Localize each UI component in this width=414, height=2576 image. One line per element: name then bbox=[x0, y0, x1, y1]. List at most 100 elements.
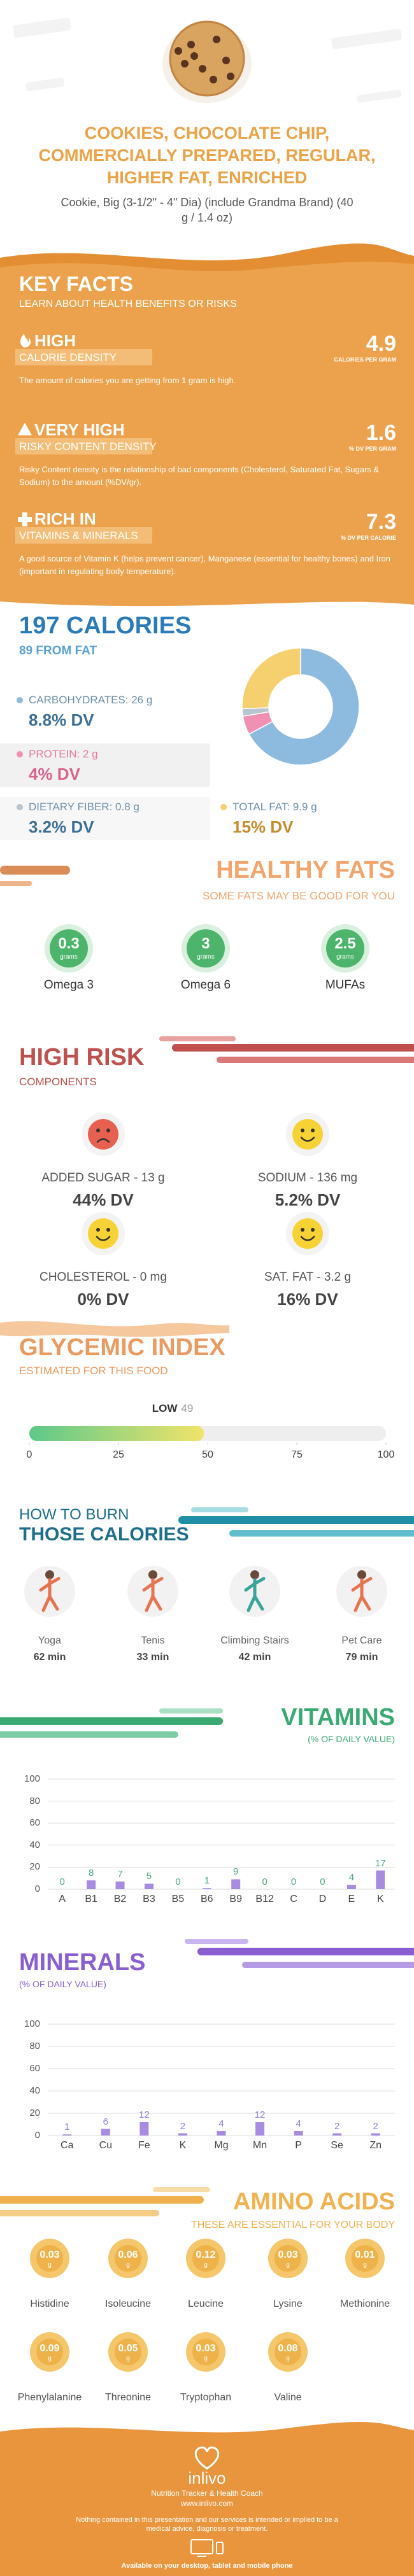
x-tick-label: B6 bbox=[200, 1894, 213, 1904]
gauge-value: 49 bbox=[181, 1402, 194, 1414]
decor-stripe bbox=[0, 1731, 178, 1738]
section-title: GLYCEMIC INDEX bbox=[19, 1334, 225, 1361]
fact-level: HIGH bbox=[34, 331, 76, 350]
value-label: 0 bbox=[262, 1876, 268, 1887]
decor-stripe bbox=[0, 2210, 159, 2216]
face bbox=[88, 1218, 118, 1249]
decor-stripe bbox=[0, 866, 70, 875]
x-tick-label: B2 bbox=[113, 1894, 127, 1904]
x-tick-label: 50 bbox=[202, 1449, 213, 1460]
chocolate-chip bbox=[227, 73, 234, 80]
y-tick-label: 20 bbox=[29, 1861, 40, 1873]
value-label: 4 bbox=[218, 2118, 224, 2129]
bar bbox=[87, 1880, 96, 1889]
section-title: HEALTHY FATS bbox=[216, 857, 395, 883]
amino-name: Leucine bbox=[187, 2298, 224, 2309]
value-label: 2 bbox=[334, 2120, 340, 2132]
value-label: 0 bbox=[175, 1876, 181, 1887]
value-label: 8 bbox=[88, 1868, 94, 1879]
chocolate-chip bbox=[210, 76, 217, 83]
macro-label: TOTAL FAT: 9.9 g bbox=[232, 801, 317, 813]
bar bbox=[101, 2129, 110, 2136]
face-eye bbox=[96, 1228, 100, 1232]
legend-dot bbox=[17, 804, 23, 810]
amino-value: 0.03 bbox=[196, 2343, 216, 2354]
face-eye bbox=[301, 1228, 304, 1232]
fact-name-bg bbox=[15, 349, 152, 365]
fat-circle bbox=[326, 929, 364, 968]
figure-body bbox=[142, 1577, 164, 1612]
value-label: 9 bbox=[233, 1866, 239, 1878]
bar bbox=[144, 1883, 153, 1889]
y-tick-label: 40 bbox=[29, 1839, 40, 1850]
y-tick-label: 40 bbox=[29, 2085, 40, 2096]
value-label: 12 bbox=[254, 2109, 266, 2120]
icon-warning bbox=[18, 423, 32, 435]
bar bbox=[346, 1885, 356, 1889]
face-mouth bbox=[96, 1235, 111, 1241]
fat-value: 3 bbox=[201, 935, 210, 952]
decor-stripe bbox=[178, 1516, 414, 1524]
y-tick-label: 100 bbox=[24, 1773, 40, 1784]
amino-unit: g bbox=[204, 2355, 208, 2362]
activity-name: Pet Care bbox=[341, 1635, 382, 1646]
decor-stripe bbox=[0, 881, 32, 886]
amino-inner bbox=[115, 2339, 141, 2365]
activity-time: 42 min bbox=[238, 1652, 271, 1663]
value-label: 4 bbox=[296, 2118, 301, 2129]
cookie bbox=[169, 20, 245, 97]
y-tick-label: 60 bbox=[29, 1817, 40, 1829]
section-subtitle: THOSE CALORIES bbox=[19, 1524, 189, 1545]
x-tick-label: B9 bbox=[229, 1894, 242, 1904]
section-title: KEY FACTS bbox=[19, 272, 133, 295]
decor-shape bbox=[357, 89, 402, 103]
amino-name: Isoleucine bbox=[104, 2298, 152, 2309]
footer-bg bbox=[0, 2422, 414, 2576]
y-tick-label: 100 bbox=[24, 2018, 40, 2029]
fact-unit: % DV PER GRAM bbox=[348, 446, 396, 452]
x-tick-label: Ca bbox=[61, 2140, 74, 2151]
section-title: VITAMINS bbox=[281, 1704, 395, 1731]
x-tick-label: 75 bbox=[291, 1449, 303, 1460]
activity-name: Climbing Stairs bbox=[220, 1635, 289, 1646]
icon-plus bbox=[18, 512, 32, 526]
section-title: 197 CALORIES bbox=[19, 612, 192, 639]
figure-body bbox=[244, 1577, 266, 1612]
face-mouth bbox=[300, 1136, 315, 1142]
macro-dv: 8.8% DV bbox=[29, 710, 94, 729]
fat-value: 2.5 bbox=[334, 935, 356, 952]
value-label: 7 bbox=[117, 1868, 123, 1880]
chocolate-chip bbox=[190, 52, 198, 60]
fat-circle bbox=[187, 929, 225, 968]
fact-level: VERY HIGH bbox=[34, 420, 125, 439]
decor-stripe bbox=[229, 1530, 414, 1537]
fact-unit: % DV PER CALORIE bbox=[340, 535, 396, 541]
face-eye bbox=[106, 1228, 110, 1232]
x-tick-label: Zn bbox=[369, 2140, 382, 2151]
figure-body bbox=[351, 1577, 373, 1612]
section-subtitle: ESTIMATED FOR THIS FOOD bbox=[19, 1365, 168, 1377]
decor-shape bbox=[331, 29, 402, 50]
bar bbox=[255, 2122, 265, 2136]
bar bbox=[115, 1881, 125, 1889]
value-label: 0 bbox=[290, 1876, 297, 1887]
chocolate-chip bbox=[213, 36, 220, 43]
face-eye bbox=[311, 1228, 315, 1232]
figure-head bbox=[250, 1570, 259, 1579]
amino-inner bbox=[192, 2339, 219, 2365]
amino-unit: g bbox=[204, 2262, 208, 2269]
section-subtitle: LEARN ABOUT HEALTH BENEFITS OR RISKS bbox=[19, 299, 237, 309]
chocolate-chip bbox=[175, 47, 182, 55]
bar bbox=[217, 2131, 226, 2136]
x-tick-label: 25 bbox=[113, 1449, 124, 1460]
disclaimer: Nothing contained in this presentation a… bbox=[76, 2516, 338, 2533]
icon-flame bbox=[20, 334, 31, 348]
y-tick-label: 20 bbox=[29, 2108, 40, 2118]
amino-value: 0.01 bbox=[355, 2249, 375, 2260]
section-subtitle: COMPONENTS bbox=[19, 1076, 97, 1088]
bar bbox=[294, 2131, 303, 2136]
risk-dv: 0% DV bbox=[77, 1290, 129, 1309]
face-eye bbox=[301, 1129, 304, 1132]
availability: Available on your desktop, tablet and mo… bbox=[121, 2562, 293, 2570]
